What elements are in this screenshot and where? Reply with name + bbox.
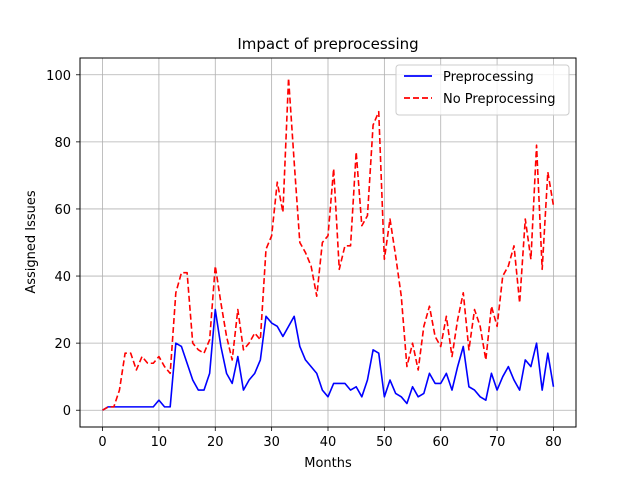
y-tick-label: 0 [63, 404, 71, 419]
legend-box [395, 64, 570, 116]
y-tick-label: 80 [54, 136, 71, 151]
legend-label-no-preprocessing: No Preprocessing [443, 92, 556, 107]
chart-title: Impact of preprocessing [237, 35, 418, 53]
series-lines [102, 77, 555, 411]
y-tick-label: 40 [54, 270, 71, 285]
x-axis-title: Months [304, 456, 352, 471]
x-tick-label: 10 [151, 435, 168, 450]
grid-lines [80, 58, 576, 427]
x-tick-label: 70 [489, 435, 506, 450]
y-tick-label: 60 [54, 203, 71, 218]
y-tick-label: 20 [54, 337, 71, 352]
x-tick-label: 80 [545, 435, 562, 450]
x-tick-label: 30 [263, 435, 280, 450]
y-tick-label: 100 [46, 69, 71, 84]
x-tick-label: 60 [432, 435, 449, 450]
series-line-no-preprocessing [102, 77, 555, 411]
y-axis-title: Assigned Issues [24, 190, 39, 294]
x-tick-label: 0 [98, 435, 106, 450]
legend-label-preprocessing: Preprocessing [443, 70, 534, 85]
x-tick-label: 50 [376, 435, 393, 450]
x-axis-ticks: 0 10 20 30 40 50 60 70 80 [98, 427, 562, 450]
legend: Preprocessing No Preprocessing [395, 64, 570, 116]
x-tick-label: 20 [207, 435, 224, 450]
series-line-preprocessing [102, 308, 555, 411]
x-tick-label: 40 [320, 435, 337, 450]
y-axis-ticks: 0 20 40 60 80 100 [46, 69, 80, 419]
